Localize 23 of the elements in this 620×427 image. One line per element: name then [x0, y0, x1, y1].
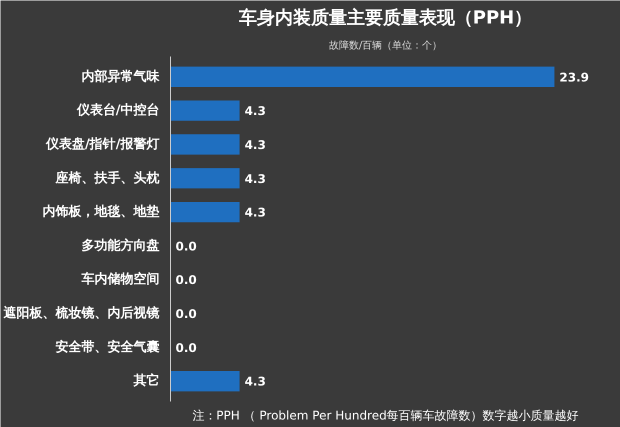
data-label: 0.0 — [176, 340, 197, 355]
data-label: 0.0 — [176, 273, 197, 288]
data-label: 4.3 — [244, 374, 266, 389]
y-tick-label: 座椅、扶手、头枕 — [54, 170, 160, 186]
chart-title: 车身内装质量主要质量表现（PPH） — [238, 8, 532, 28]
y-tick-label: 内部异常气味 — [82, 68, 160, 84]
text: 注：PPH （ Problem Per Hundred每百辆车故障数）数字越小质量越好 — [192, 408, 579, 422]
data-label: 4.3 — [244, 104, 266, 118]
data-label: 4.3 — [244, 206, 266, 220]
y-tick-label: 内饰板，地毯、地垫 — [42, 204, 160, 220]
y-tick-label: 仪表台/中控台 — [76, 102, 160, 118]
y-tick-label: 遮阳板、梳妆镜、内后视镜 — [2, 305, 160, 322]
data-label: 4.3 — [244, 138, 266, 152]
y-tick-label: 安全带、安全气囊 — [56, 338, 160, 355]
data-label: 23.9 — [559, 70, 590, 84]
data-label: 4.3 — [244, 172, 266, 186]
chart-subtitle: 故障数/百辆（单位：个） — [328, 40, 442, 52]
y-tick-label: 多功能方向盘 — [82, 237, 160, 254]
y-tick-label: 车内储物空间 — [80, 271, 160, 288]
y-tick-label: 仪表盘/指针/报警灯 — [45, 136, 160, 152]
data-label: 0.0 — [176, 307, 197, 322]
y-tick-label: 其它 — [132, 372, 160, 389]
data-label: 0.0 — [176, 239, 197, 254]
